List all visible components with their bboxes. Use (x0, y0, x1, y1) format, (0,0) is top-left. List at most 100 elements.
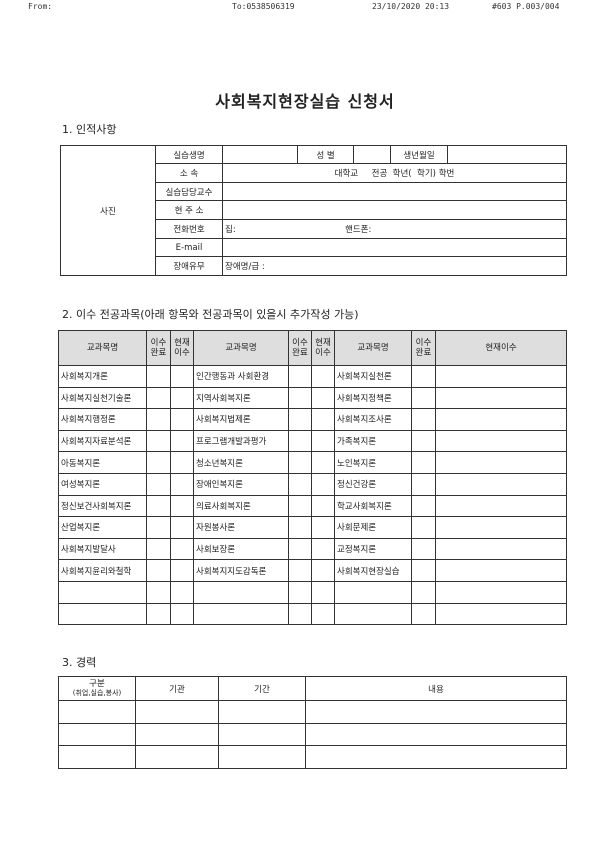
header-cell: 교과목명 (58, 330, 147, 366)
blank-cell (170, 580, 194, 604)
check-cell (411, 494, 436, 518)
course-name: 사회복지법제론 (193, 408, 289, 431)
check-cell (311, 365, 335, 388)
check-cell (146, 386, 171, 410)
check-cell (311, 386, 335, 410)
section-heading: 3. 경력 (62, 656, 97, 669)
blank-cell (334, 602, 412, 626)
check-cell (411, 516, 436, 539)
check-cell (311, 408, 335, 431)
blank-cell (311, 602, 335, 626)
course-name: 가족복지론 (334, 429, 412, 453)
check-cell (411, 472, 436, 496)
course-row: 산업복지론 자원봉사론 사회문제론 (58, 516, 567, 539)
check-cell (411, 365, 436, 388)
course-name: 지역사회복지론 (193, 386, 289, 410)
course-row: 아동복지론 청소년복지론 노인복지론 (58, 451, 567, 474)
blank-cell (288, 580, 312, 604)
label: 현 주 소 (155, 200, 223, 220)
course-name: 사회복지개론 (58, 365, 147, 388)
course-name: 학교사회복지론 (334, 494, 412, 518)
check-cell (411, 559, 436, 582)
course-name: 정신건강론 (334, 472, 412, 496)
check-cell (435, 386, 567, 410)
blank-cell (135, 745, 219, 769)
check-cell (170, 516, 194, 539)
check-cell (146, 365, 171, 388)
header-cell: 기간 (218, 676, 306, 701)
course-name: 자원봉사론 (193, 516, 289, 539)
fax-page: #603 P.003/004 (492, 2, 560, 11)
check-cell (288, 537, 312, 561)
blank-cell (58, 722, 136, 747)
check-cell (288, 472, 312, 496)
course-row: 사회복지자료분석론 프로그램개발과평가 가족복지론 (58, 429, 567, 453)
blank-cell (288, 602, 312, 626)
phone-mobile: 핸드폰: (345, 225, 372, 235)
course-row: 사회복지윤리와철학 사회복지지도감독론 사회복지현장실습 (58, 559, 567, 582)
check-cell (411, 451, 436, 474)
blank-cell (170, 602, 194, 626)
header-cell: 교과목명 (334, 330, 412, 366)
check-cell (170, 537, 194, 561)
blank-cell (193, 602, 289, 626)
blank-cell (435, 602, 567, 626)
course-row: 정신보건사회복지론 의료사회복지론 학교사회복지론 (58, 494, 567, 518)
blank-row (58, 745, 567, 769)
blank-row (58, 602, 567, 626)
course-name: 교정복지론 (334, 537, 412, 561)
check-cell (170, 408, 194, 431)
header-cell: 현재 이수 (170, 330, 194, 366)
check-cell (288, 516, 312, 539)
check-cell (146, 494, 171, 518)
input-cell: 집: 핸드폰: (222, 219, 567, 239)
blank-cell (135, 700, 219, 724)
input-cell: 대학교 전공 학년( 학기) 학번 (222, 163, 567, 183)
fax-datetime: 23/10/2020 20:13 (372, 2, 450, 11)
label: 성 별 (297, 145, 354, 164)
header-cell: 구분 (취업,실습,봉사) (58, 676, 136, 701)
course-row: 사회복지개론 인간행동과 사회환경 사회복지실천론 (58, 365, 567, 388)
course-name: 사회복지행정론 (58, 408, 147, 431)
blank-cell (305, 722, 567, 747)
course-name: 사회복지지도감독론 (193, 559, 289, 582)
label: 장애유무 (155, 256, 223, 276)
check-cell (146, 472, 171, 496)
check-cell (435, 365, 567, 388)
input-cell (353, 145, 391, 164)
input-cell (447, 145, 567, 164)
blank-cell (135, 722, 219, 747)
blank-cell (218, 722, 306, 747)
blank-cell (58, 745, 136, 769)
header-cell: 이수 완료 (288, 330, 312, 366)
blank-cell (305, 700, 567, 724)
label: 생년월일 (390, 145, 448, 164)
check-cell (288, 386, 312, 410)
blank-cell (58, 602, 147, 626)
check-cell (146, 408, 171, 431)
blank-cell (435, 580, 567, 604)
blank-cell (218, 700, 306, 724)
course-name: 사회복지정책론 (334, 386, 412, 410)
course-name: 사회복지자료분석론 (58, 429, 147, 453)
check-cell (146, 429, 171, 453)
fax-to: To:0538506319 (232, 2, 295, 11)
input-cell (222, 200, 567, 220)
course-name: 사회복지조사론 (334, 408, 412, 431)
header-cell: 기관 (135, 676, 219, 701)
check-cell (435, 516, 567, 539)
label: 전화번호 (155, 219, 223, 239)
header-note: (취업,실습,봉사) (72, 688, 122, 697)
check-cell (311, 537, 335, 561)
check-cell (146, 559, 171, 582)
fax-from: From: (28, 2, 53, 11)
course-name: 사회복지발달사 (58, 537, 147, 561)
course-name: 여성복지론 (58, 472, 147, 496)
course-name: 인간행동과 사회환경 (193, 365, 289, 388)
phone-home: 집: (225, 225, 236, 235)
photo-cell: 사진 (60, 145, 156, 276)
blank-row (58, 700, 567, 724)
check-cell (288, 559, 312, 582)
course-row: 사회복지실천기술론 지역사회복지론 사회복지정책론 (58, 386, 567, 410)
label: E-mail (155, 238, 223, 257)
